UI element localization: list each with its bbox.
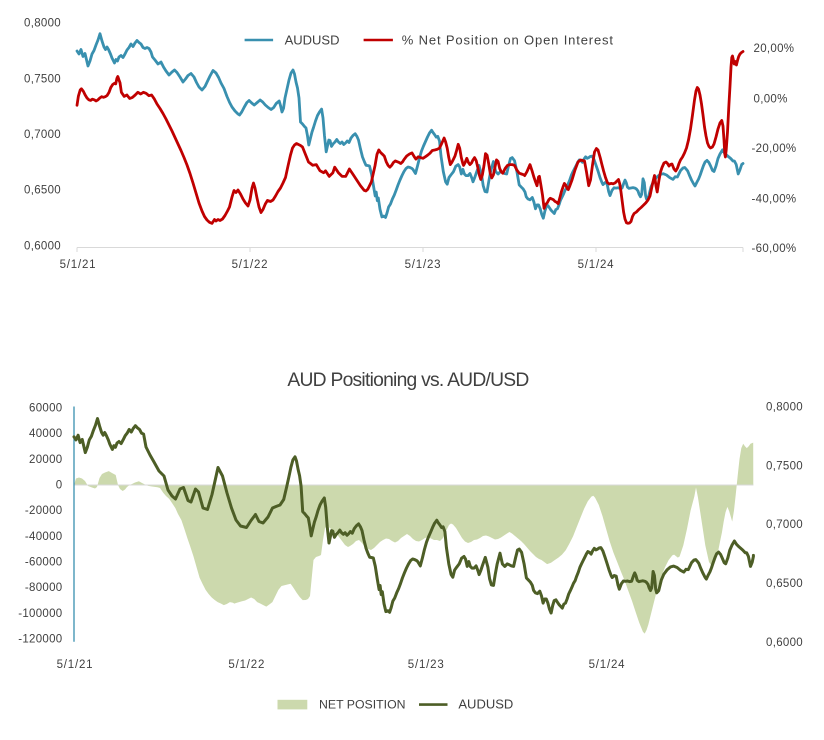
svg-text:40000: 40000 <box>29 428 62 440</box>
svg-text:AUDUSD: AUDUSD <box>458 697 513 712</box>
svg-text:AUDUSD: AUDUSD <box>285 33 340 48</box>
svg-text:0,6500: 0,6500 <box>24 185 61 197</box>
svg-text:0,7500: 0,7500 <box>766 460 803 472</box>
svg-text:% Net Position on Open Interes: % Net Position on Open Interest <box>402 33 614 48</box>
svg-text:5/1/23: 5/1/23 <box>408 659 445 671</box>
svg-text:0,6000: 0,6000 <box>766 637 803 649</box>
svg-text:0,7500: 0,7500 <box>24 73 61 85</box>
svg-text:5/1/22: 5/1/22 <box>232 259 269 271</box>
svg-text:-80000: -80000 <box>25 582 63 594</box>
svg-text:-40,00%: -40,00% <box>752 194 797 206</box>
svg-text:0,8000: 0,8000 <box>24 17 61 29</box>
svg-text:-20,00%: -20,00% <box>752 143 797 155</box>
svg-text:20,00%: 20,00% <box>754 43 795 55</box>
svg-text:0,6500: 0,6500 <box>766 578 803 590</box>
svg-text:5/1/21: 5/1/21 <box>57 659 94 671</box>
svg-text:-60000: -60000 <box>25 557 63 569</box>
svg-text:5/1/22: 5/1/22 <box>228 659 265 671</box>
svg-text:-120000: -120000 <box>18 634 62 646</box>
svg-text:60000: 60000 <box>29 402 62 414</box>
svg-text:0,00%: 0,00% <box>754 94 788 106</box>
svg-text:0: 0 <box>56 480 63 492</box>
svg-text:5/1/24: 5/1/24 <box>578 259 615 271</box>
svg-text:0,7000: 0,7000 <box>24 129 61 141</box>
svg-text:5/1/21: 5/1/21 <box>60 259 97 271</box>
svg-text:0,8000: 0,8000 <box>766 402 803 414</box>
svg-text:NET POSITION: NET POSITION <box>319 698 406 712</box>
svg-text:-60,00%: -60,00% <box>752 243 797 255</box>
svg-text:20000: 20000 <box>29 454 62 466</box>
svg-text:0,7000: 0,7000 <box>766 519 803 531</box>
svg-text:-40000: -40000 <box>25 531 63 543</box>
svg-text:0,6000: 0,6000 <box>24 241 61 253</box>
svg-text:5/1/24: 5/1/24 <box>589 659 626 671</box>
svg-text:AUD Positioning vs. AUD/USD: AUD Positioning vs. AUD/USD <box>287 370 528 391</box>
svg-text:-20000: -20000 <box>25 505 63 517</box>
svg-text:5/1/23: 5/1/23 <box>405 259 442 271</box>
svg-text:-100000: -100000 <box>18 608 62 620</box>
